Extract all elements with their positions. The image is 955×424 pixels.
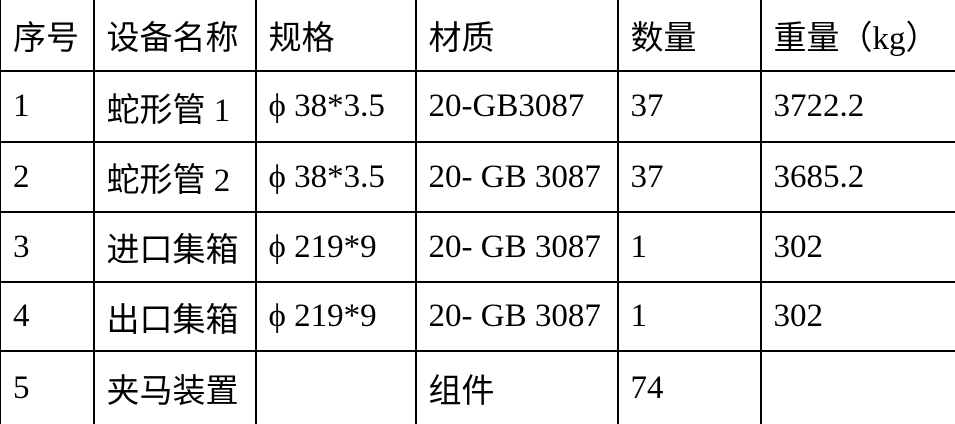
table-row: 4 出口集箱 ϕ 219*9 20- GB 3087 1 302 (0, 281, 955, 352)
cell-weight: 3722.2 (759, 70, 955, 143)
table-row: 2 蛇形管 2 ϕ 38*3.5 20- GB 3087 37 3685.2 (0, 141, 955, 213)
column-header-weight-kg: 重量（kg） (759, 0, 955, 72)
column-header-specification: 规格 (254, 0, 417, 72)
column-header-material: 材质 (414, 0, 619, 72)
cell-equipment-name: 蛇形管 1 (92, 70, 257, 143)
column-header-quantity: 数量 (616, 0, 762, 72)
cell-weight: 3685.2 (759, 141, 955, 213)
cell-material: 20- GB 3087 (414, 211, 619, 283)
cell-material: 20- GB 3087 (414, 281, 619, 352)
cell-specification: ϕ 38*3.5 (254, 141, 417, 213)
cell-serial-number: 1 (0, 70, 95, 143)
cell-weight (759, 350, 955, 424)
column-header-serial-number: 序号 (0, 0, 95, 72)
table-row: 5 夹马装置 组件 74 (0, 350, 955, 424)
cell-specification: ϕ 219*9 (254, 281, 417, 352)
cell-equipment-name: 蛇形管 2 (92, 141, 257, 213)
cell-equipment-name: 进口集箱 (92, 211, 257, 283)
cell-serial-number: 4 (0, 281, 95, 352)
cell-serial-number: 3 (0, 211, 95, 283)
cell-weight: 302 (759, 281, 955, 352)
cell-material: 组件 (414, 350, 619, 424)
cell-material: 20-GB3087 (414, 70, 619, 143)
cell-specification (254, 350, 417, 424)
cell-quantity: 1 (616, 211, 762, 283)
cell-quantity: 37 (616, 70, 762, 143)
column-header-equipment-name: 设备名称 (92, 0, 257, 72)
cell-serial-number: 2 (0, 141, 95, 213)
cell-quantity: 37 (616, 141, 762, 213)
cell-weight: 302 (759, 211, 955, 283)
cell-material: 20- GB 3087 (414, 141, 619, 213)
cell-equipment-name: 夹马装置 (92, 350, 257, 424)
cell-quantity: 1 (616, 281, 762, 352)
cell-equipment-name: 出口集箱 (92, 281, 257, 352)
cell-specification: ϕ 38*3.5 (254, 70, 417, 143)
cell-specification: ϕ 219*9 (254, 211, 417, 283)
table-row: 1 蛇形管 1 ϕ 38*3.5 20-GB3087 37 3722.2 (0, 70, 955, 143)
cell-serial-number: 5 (0, 350, 95, 424)
cell-quantity: 74 (616, 350, 762, 424)
header-row: 序号 设备名称 规格 材质 数量 重量（kg） (0, 0, 955, 72)
table-row: 3 进口集箱 ϕ 219*9 20- GB 3087 1 302 (0, 211, 955, 283)
